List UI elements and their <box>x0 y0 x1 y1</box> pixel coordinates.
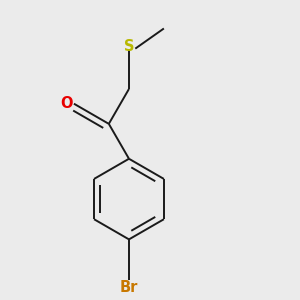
Text: Br: Br <box>120 280 138 295</box>
Text: S: S <box>124 39 134 54</box>
Text: O: O <box>60 96 72 111</box>
